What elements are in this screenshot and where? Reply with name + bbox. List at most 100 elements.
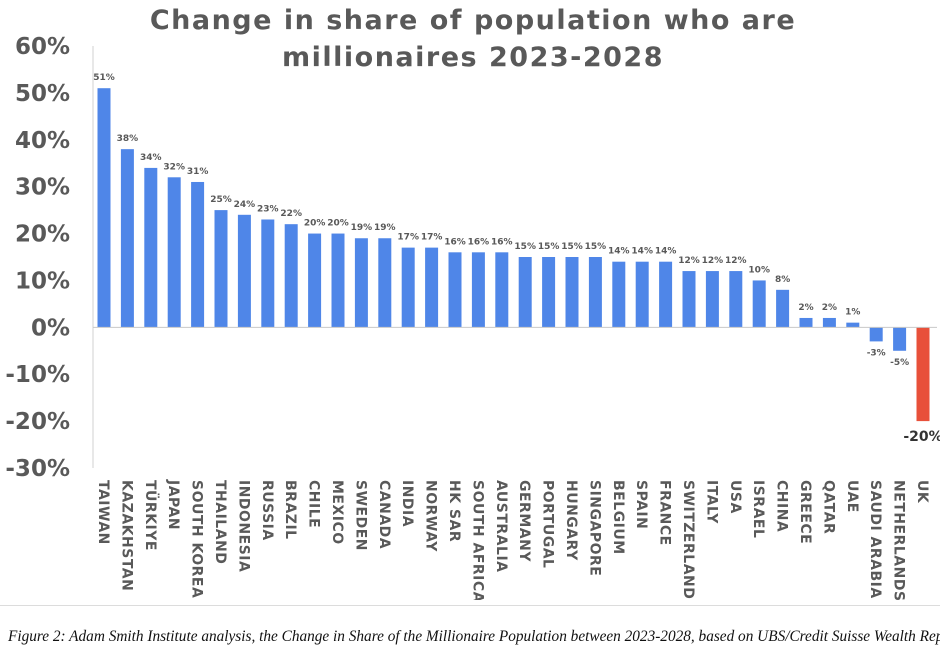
x-tick-label: SOUTH AFRICA [469,480,485,600]
data-label: 24% [234,200,256,210]
data-label: -3% [867,348,886,358]
data-label: 2% [822,303,837,313]
x-tick-label: FRANCE [657,480,673,546]
x-tick-label: CHILE [306,480,322,528]
x-tick-label: SWITZERLAND [680,480,696,599]
data-label: -20% [903,429,940,445]
x-tick-label: NORWAY [423,480,439,552]
bar-usa [729,271,743,328]
data-label: 12% [725,256,747,266]
y-tick-label: 30% [15,175,70,201]
x-tick-label: ISRAEL [750,480,766,538]
data-label: 15% [561,242,583,252]
caption-divider [0,605,940,606]
x-tick-label: SOUTH KOREA [189,480,205,598]
data-label: 16% [491,237,513,247]
data-label: 12% [702,256,724,266]
bar-hk-sar [448,252,462,328]
x-tick-label: INDONESIA [235,480,251,572]
data-label: 12% [678,256,700,266]
y-tick-label: 20% [15,222,70,248]
bar-chile [308,233,322,328]
y-tick-label: 50% [15,81,70,107]
bar-t-rkiye [144,167,158,328]
data-label: 23% [257,204,279,214]
x-tick-label: TAIWAN [95,480,111,545]
bar-portugal [542,257,556,328]
bar-taiwan [97,88,111,328]
y-tick-label: 0% [31,315,70,341]
y-tick-label: 10% [15,268,70,294]
bar-saudi-arabia [869,327,883,342]
bars [97,88,930,422]
data-label: 14% [631,247,653,257]
bar-france [659,261,673,328]
data-label: -5% [890,358,909,368]
bar-kazakhstan [120,149,134,328]
x-tick-label: THAILAND [212,480,228,564]
x-axis-ticks: TAIWAN KAZAKHSTAN TÜRKIYE JAPAN SOUTH KOREA T… [95,479,930,600]
bar-hungary [565,257,579,328]
bar-netherlands [893,327,907,351]
data-label: 22% [280,209,302,219]
y-tick-label: 60% [15,34,70,60]
x-tick-label: USA [727,480,743,514]
data-label: 14% [608,247,630,257]
x-tick-label: QATAR [820,480,836,534]
bar-mexico [331,233,345,328]
data-label: 38% [117,134,139,144]
x-tick-label: KAZAKHSTAN [118,480,134,591]
x-tick-label: SWEDEN [352,480,368,551]
bar-brazil [284,224,298,328]
data-label: 51% [93,73,115,83]
x-tick-label: HK SAR [446,480,462,542]
x-tick-label: RUSSIA [259,480,275,541]
data-label: 14% [655,247,677,257]
x-tick-label: UAE [844,480,860,513]
x-tick-label: GREECE [797,480,813,544]
x-tick-label: SPAIN [633,480,649,529]
bar-japan [167,177,181,328]
data-label: 31% [187,167,209,177]
y-tick-label: -10% [5,362,70,388]
y-tick-label: 40% [15,128,70,154]
bar-switzerland [682,271,696,328]
x-tick-label: MEXICO [329,480,345,545]
x-tick-label: UK [914,480,930,504]
chart-title-line-2: millionaires 2023-2028 [282,42,664,73]
bar-thailand [214,210,228,328]
x-tick-label: CANADA [376,480,392,549]
x-tick-label: CHINA [774,480,790,532]
bar-canada [378,238,392,328]
data-labels: 51%38%34%32% 31%25% 24% 23% 22%20% 20% 19% 19%1… [93,73,940,445]
data-label: 25% [210,195,232,205]
chart-title-line-1: Change in share of population who are [150,5,796,36]
bar-qatar [822,317,836,328]
bar-south-korea [191,181,205,328]
data-label: 20% [304,219,326,229]
bar-india [401,247,415,328]
x-tick-label: PORTUGAL [540,480,556,568]
bar-indonesia [237,214,251,328]
bar-italy [705,271,719,328]
data-label: 15% [538,242,560,252]
bar-chart: Change in share of population who are mi… [5,5,940,600]
data-label: 8% [775,275,790,285]
bar-china [776,289,790,328]
x-tick-label: BRAZIL [282,480,298,540]
figure-caption: Figure 2: Adam Smith Institute analysis,… [8,628,940,645]
x-tick-label: HUNGARY [563,480,579,561]
data-label: 17% [421,233,443,243]
y-axis-ticks: 60% 50% 40% 30% 20% 10% 0% -10% -20% -30% [5,34,70,482]
x-tick-label: NETHERLANDS [891,480,907,600]
data-label: 34% [140,153,162,163]
bar-russia [261,219,275,328]
data-label: 16% [444,237,466,247]
data-label: 10% [748,265,770,275]
bar-australia [495,252,509,328]
x-tick-label: SINGAPORE [586,480,602,576]
data-label: 15% [585,242,607,252]
bar-greece [799,317,813,328]
data-label: 15% [514,242,536,252]
bar-belgium [612,261,626,328]
